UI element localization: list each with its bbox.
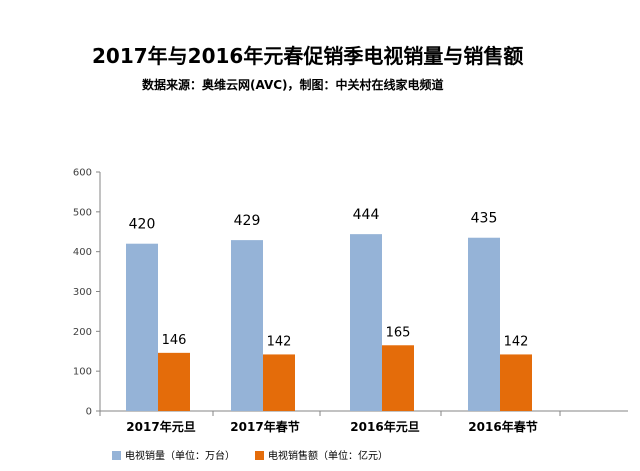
x-category-label: 2016年春节 [468, 419, 537, 434]
bar-sales-volume [231, 240, 263, 411]
data-label-sales-volume: 429 [234, 213, 261, 229]
x-category-label: 2016年元旦 [350, 419, 419, 434]
x-category-label: 2017年春节 [230, 419, 299, 434]
y-tick-label: 0 [86, 407, 92, 418]
y-tick-label: 400 [73, 247, 92, 258]
y-tick-label: 100 [73, 367, 92, 378]
data-label-sales-revenue: 142 [504, 334, 529, 349]
chart-subtitle: 数据来源：奥维云网(AVC)，制图：中关村在线家电频道 [142, 78, 444, 92]
legend-swatch-sales-volume [112, 451, 121, 460]
legend-swatch-sales-revenue [255, 451, 264, 460]
chart-title: 2017年与2016年元春促销季电视销量与销售额 [92, 44, 524, 68]
x-category-label: 2017年元旦 [126, 419, 195, 434]
y-tick-label: 300 [73, 287, 92, 298]
bar-sales-revenue [158, 352, 190, 411]
data-label-sales-revenue: 142 [267, 334, 292, 349]
data-label-sales-volume: 420 [129, 217, 156, 233]
legend-label-sales-revenue: 电视销售额（单位：亿元） [268, 449, 388, 462]
bar-sales-volume [468, 237, 500, 411]
bar-sales-revenue [500, 354, 532, 411]
y-tick-label: 600 [73, 168, 92, 179]
bar-sales-revenue [263, 354, 295, 411]
bar-sales-volume [126, 243, 158, 411]
legend-label-sales-volume: 电视销量（单位：万台） [125, 449, 235, 462]
data-label-sales-revenue: 165 [386, 325, 411, 340]
bar-sales-volume [350, 234, 382, 411]
y-tick-label: 500 [73, 207, 92, 218]
data-label-sales-revenue: 146 [162, 333, 187, 348]
data-label-sales-volume: 435 [471, 211, 498, 227]
y-tick-label: 200 [73, 327, 92, 338]
bar-sales-revenue [382, 345, 414, 411]
data-label-sales-volume: 444 [353, 207, 380, 223]
